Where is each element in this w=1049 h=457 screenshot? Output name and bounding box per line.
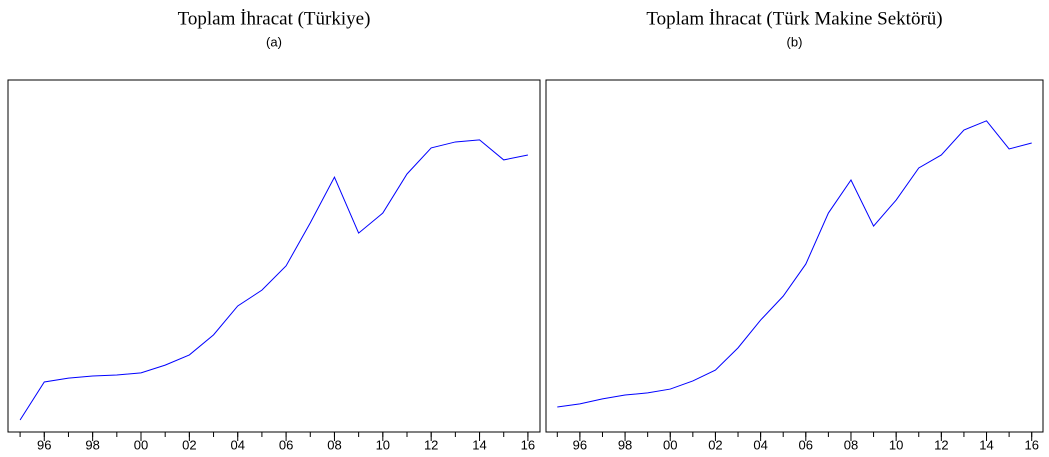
chart-subtitle: (b) <box>787 34 803 49</box>
x-tick-label: 02 <box>708 437 722 452</box>
x-tick-label: 00 <box>134 437 148 452</box>
plot-frame <box>7 79 541 433</box>
chart-title: Toplam İhracat (Türkiye) <box>178 8 371 29</box>
chart-title: Toplam İhracat (Türk Makine Sektörü) <box>646 8 942 29</box>
x-tick-label: 96 <box>37 437 51 452</box>
x-tick-label: 12 <box>934 437 948 452</box>
x-tick-label: 04 <box>230 437 244 452</box>
x-tick-label: 08 <box>327 437 341 452</box>
line-series <box>557 120 1032 408</box>
x-tick-label: 08 <box>844 437 858 452</box>
x-tick-label: 16 <box>1024 437 1038 452</box>
x-tick-label: 02 <box>182 437 196 452</box>
x-tick-label: 00 <box>663 437 677 452</box>
chart-subtitle: (a) <box>266 34 282 49</box>
x-tick-label: 98 <box>85 437 99 452</box>
x-tick-label: 16 <box>521 437 535 452</box>
x-tick-label: 12 <box>424 437 438 452</box>
x-tick-label: 96 <box>573 437 587 452</box>
x-tick-label: 10 <box>889 437 903 452</box>
x-tick-label: 06 <box>799 437 813 452</box>
line-series <box>19 139 529 421</box>
x-tick-label: 14 <box>979 437 993 452</box>
x-tick-label: 06 <box>279 437 293 452</box>
x-tick-label: 98 <box>618 437 632 452</box>
x-tick-label: 10 <box>376 437 390 452</box>
x-tick-label: 04 <box>753 437 767 452</box>
plot-frame <box>545 79 1044 433</box>
x-tick-label: 14 <box>472 437 486 452</box>
